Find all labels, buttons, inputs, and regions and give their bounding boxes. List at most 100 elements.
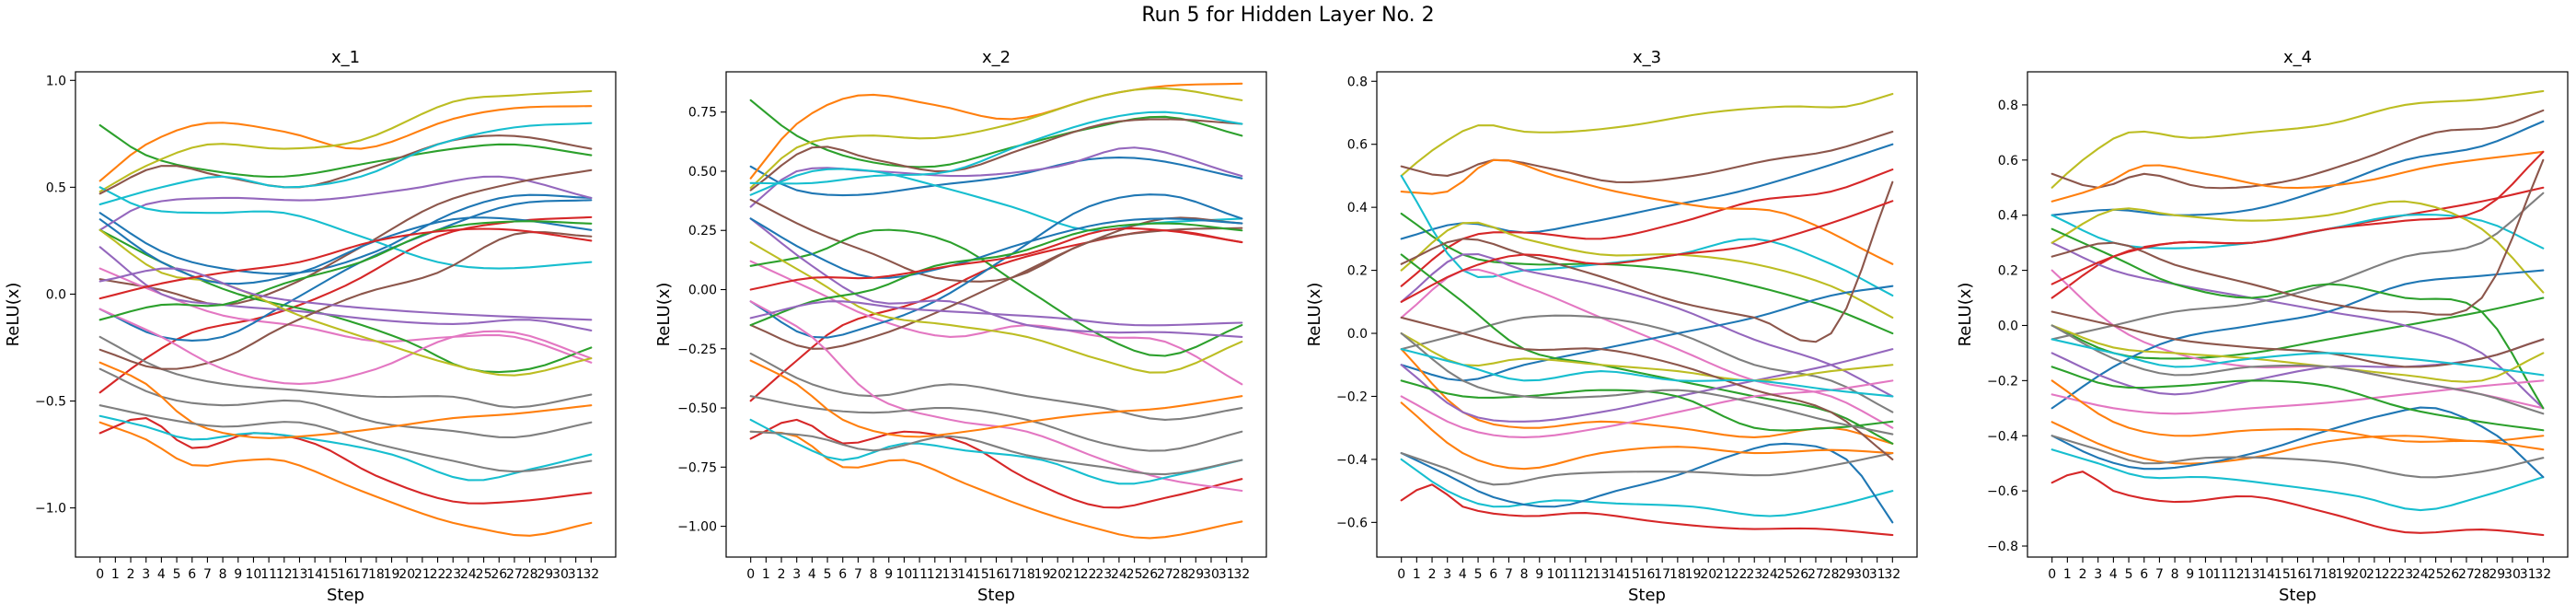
x-tick-label: 7 — [1505, 567, 1513, 582]
x-tick-label: 21 — [1715, 567, 1732, 582]
series-line-25 — [749, 118, 1243, 192]
y-tick-label: 0.0 — [1998, 319, 2018, 333]
series-line-9 — [749, 87, 1243, 190]
x-tick-label: 22 — [430, 567, 446, 582]
series-line-20 — [98, 414, 593, 482]
x-tick-label: 4 — [2109, 567, 2118, 582]
y-tick-label: 0.5 — [46, 180, 66, 195]
x-tick-label: 8 — [1520, 567, 1529, 582]
series-group — [1400, 92, 1894, 537]
series-line-2 — [98, 105, 593, 182]
x-tick-label: 6 — [838, 567, 847, 582]
x-tick-label: 5 — [1474, 567, 1483, 582]
x-tick-label: 14 — [957, 567, 974, 582]
x-tick-label: 4 — [157, 567, 166, 582]
x-tick-label: 15 — [322, 567, 339, 582]
x-tick-label: 32 — [583, 567, 599, 582]
y-tick-label: 0.50 — [688, 165, 717, 180]
y-tick-label: 0.25 — [688, 224, 717, 238]
x-tick-label: 30 — [552, 567, 569, 582]
y-tick-label: 0.8 — [1347, 75, 1368, 89]
series-line-18 — [98, 367, 593, 439]
x-tick-label: 10 — [896, 567, 913, 582]
series-line-22 — [749, 359, 1243, 438]
series-line-22 — [98, 361, 593, 439]
y-tick-label: 0.0 — [1347, 327, 1368, 342]
x-tick-label: 7 — [203, 567, 212, 582]
series-line-11 — [749, 193, 1243, 339]
x-tick-label: 11 — [911, 567, 928, 582]
series-line-27 — [1400, 331, 1894, 436]
x-tick-label: 4 — [808, 567, 816, 582]
x-tick-label: 14 — [306, 567, 323, 582]
series-line-3 — [2050, 120, 2545, 216]
y-tick-label: 0.4 — [1347, 201, 1368, 215]
x-tick-label: 11 — [1562, 567, 1578, 582]
y-tick-label: −0.4 — [1987, 429, 2018, 444]
x-tick-label: 2 — [778, 567, 786, 582]
x-tick-label: 19 — [1034, 567, 1051, 582]
series-line-24 — [98, 227, 593, 300]
series-line-18 — [2050, 435, 2545, 479]
series-line-7 — [98, 267, 593, 364]
series-line-23 — [749, 222, 1243, 327]
x-tick-label: 25 — [476, 567, 492, 582]
x-tick-label: 25 — [2428, 567, 2444, 582]
x-tick-label: 32 — [1233, 567, 1250, 582]
x-tick-label: 3 — [792, 567, 801, 582]
series-line-28 — [749, 300, 1243, 327]
x-tick-label: 3 — [1443, 567, 1451, 582]
series-line-19 — [2050, 158, 2545, 316]
series-line-25 — [1400, 200, 1894, 303]
series-line-21 — [1400, 379, 1894, 439]
subplot-title: x_2 — [982, 48, 1011, 67]
x-tick-label: 17 — [352, 567, 369, 582]
x-tick-label: 27 — [1157, 567, 1173, 582]
series-line-10 — [98, 186, 593, 270]
x-tick-label: 27 — [1808, 567, 1824, 582]
x-tick-label: 0 — [2048, 567, 2056, 582]
y-tick-label: 0.4 — [1998, 209, 2018, 224]
x-tick-label: 31 — [1219, 567, 1235, 582]
x-tick-label: 29 — [537, 567, 553, 582]
series-line-24 — [749, 227, 1243, 291]
subplot-title: x_3 — [1633, 48, 1661, 67]
x-tick-label: 31 — [568, 567, 584, 582]
x-tick-label: 15 — [2274, 567, 2291, 582]
series-line-12 — [98, 421, 593, 537]
y-tick-label: 0.8 — [1998, 99, 2018, 113]
x-tick-label: 22 — [2382, 567, 2398, 582]
series-line-27 — [98, 267, 593, 321]
x-tick-label: 30 — [1854, 567, 1870, 582]
series-line-27 — [749, 110, 1243, 185]
series-line-4 — [2050, 150, 2545, 203]
x-tick-label: 20 — [399, 567, 415, 582]
series-line-15 — [98, 246, 593, 331]
x-tick-label: 13 — [2244, 567, 2260, 582]
x-tick-label: 21 — [414, 567, 431, 582]
x-tick-label: 9 — [1535, 567, 1543, 582]
x-tick-label: 3 — [2094, 567, 2102, 582]
x-tick-label: 10 — [2198, 567, 2214, 582]
y-tick-label: 0.00 — [688, 284, 717, 298]
x-tick-label: 2 — [2079, 567, 2087, 582]
series-line-27 — [2050, 324, 2545, 415]
x-tick-label: 19 — [2336, 567, 2352, 582]
series-line-22 — [2050, 379, 2545, 451]
y-tick-label: −0.75 — [677, 460, 717, 475]
x-tick-label: 16 — [2290, 567, 2306, 582]
x-tick-label: 30 — [1203, 567, 1219, 582]
x-tick-label: 5 — [824, 567, 832, 582]
series-line-9 — [98, 89, 593, 193]
x-tick-label: 25 — [1126, 567, 1143, 582]
x-tick-label: 23 — [445, 567, 461, 582]
x-tick-label: 32 — [2535, 567, 2551, 582]
series-line-24 — [2050, 366, 2545, 432]
x-tick-label: 27 — [2458, 567, 2475, 582]
series-line-7 — [749, 260, 1243, 386]
x-tick-label: 15 — [1623, 567, 1640, 582]
x-tick-label: 11 — [260, 567, 277, 582]
x-tick-label: 5 — [173, 567, 181, 582]
x-tick-label: 0 — [746, 567, 755, 582]
x-tick-label: 8 — [2171, 567, 2179, 582]
